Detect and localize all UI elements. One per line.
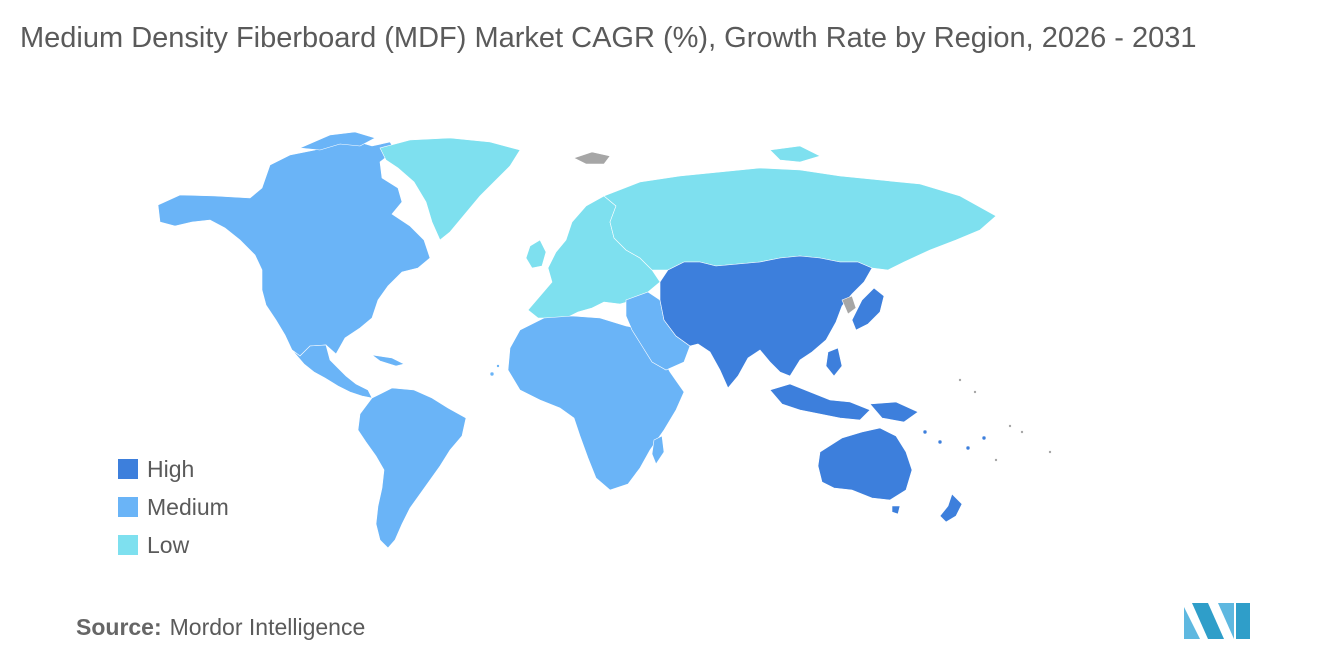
logo-left-shape: [1184, 607, 1200, 639]
source-value: Mordor Intelligence: [169, 614, 366, 640]
region-shape-japan: [851, 287, 885, 331]
legend-item-high: High: [118, 450, 229, 488]
region-greenland: [379, 137, 521, 241]
pacific-islands: [489, 364, 1052, 462]
region-shape-russia: [603, 167, 997, 271]
chart-title: Medium Density Fiberboard (MDF) Market C…: [20, 22, 1197, 54]
region-shape-arctic-islands: [298, 131, 376, 151]
region-shape-asia: [659, 255, 873, 389]
legend-swatch-low: [118, 535, 138, 555]
region-shape-mexico-central-america: [291, 344, 373, 399]
logo-middle-shape: [1192, 603, 1224, 639]
region-shape-southeast-asia: [769, 383, 871, 421]
world-map: [157, 131, 1052, 549]
region-shape-caribbean: [371, 354, 405, 367]
region-shape-tasmania: [891, 505, 901, 515]
region-north-america: [157, 131, 431, 399]
region-shape-north-korea: [841, 295, 857, 315]
legend-swatch-high: [118, 459, 138, 479]
map-legend: High Medium Low: [118, 450, 229, 564]
region-shape-greenland: [379, 137, 521, 241]
region-shape-uk: [525, 239, 547, 269]
region-asia-pacific: [659, 255, 919, 423]
region-shape-svalbard: [573, 151, 611, 165]
region-shape-africa: [507, 315, 685, 491]
legend-item-medium: Medium: [118, 488, 229, 526]
legend-item-low: Low: [118, 526, 229, 564]
source-label: Source:: [76, 614, 162, 640]
source-line: Source: Mordor Intelligence: [76, 614, 365, 641]
region-shape-australia: [817, 427, 913, 501]
region-south-america: [357, 387, 467, 549]
region-africa: [507, 315, 685, 491]
region-shape-madagascar: [651, 435, 665, 465]
region-no-data: [573, 151, 857, 315]
mordor-intelligence-logo-icon: [1184, 603, 1250, 639]
region-australia: [817, 427, 963, 523]
legend-label-low: Low: [147, 531, 190, 558]
region-shape-canada-usa: [157, 139, 431, 357]
logo-right-shape: [1218, 603, 1234, 639]
region-shape-new-guinea: [869, 401, 919, 423]
legend-label-high: High: [147, 455, 195, 482]
legend-swatch-medium: [118, 497, 138, 517]
region-russia: [603, 145, 997, 271]
logo-far-right-shape: [1236, 603, 1250, 639]
region-shape-russia-islands: [769, 145, 821, 163]
region-shape-south-america: [357, 387, 467, 549]
region-europe: [525, 195, 661, 319]
region-shape-new-zealand: [939, 493, 963, 523]
legend-label-medium: Medium: [147, 493, 229, 520]
region-shape-philippines: [825, 347, 843, 377]
